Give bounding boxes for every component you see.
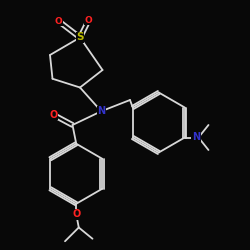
Text: S: S: [76, 32, 84, 42]
Text: N: N: [192, 132, 200, 142]
Text: O: O: [85, 16, 92, 24]
Text: O: O: [72, 209, 80, 219]
Text: N: N: [97, 106, 105, 116]
Text: O: O: [55, 17, 62, 26]
Text: O: O: [50, 110, 58, 120]
